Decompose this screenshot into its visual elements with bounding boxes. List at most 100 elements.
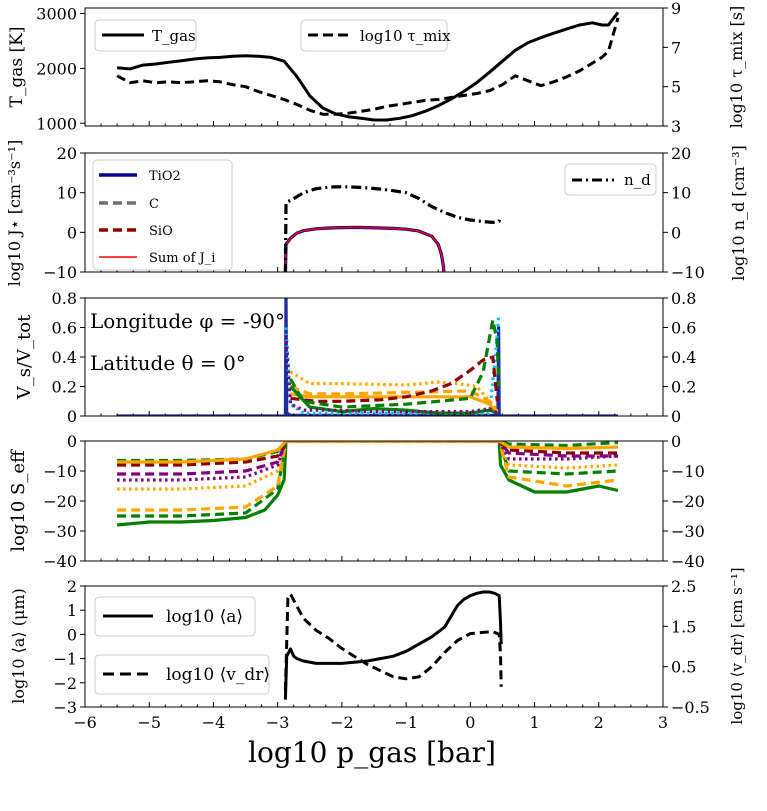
xtick-label-7: 1 bbox=[529, 713, 539, 732]
legend-label-sum: Sum of J_i bbox=[149, 251, 215, 266]
series-line-supersaturation-4 bbox=[117, 441, 619, 482]
series-line-nucleation-0 bbox=[283, 225, 446, 272]
series-line-supersaturation-2 bbox=[117, 441, 619, 512]
y2label-temperature: log10 τ_mix [s] bbox=[727, 6, 746, 128]
series-line-volume_fractions-6 bbox=[289, 318, 501, 409]
ytick-label-grain_size-0: −3 bbox=[53, 698, 77, 717]
annotation-longitude: Longitude φ = -90° bbox=[90, 309, 285, 333]
ytick-label-grain_size-5: 2 bbox=[67, 577, 77, 596]
series-line-grain_size-0 bbox=[283, 590, 503, 700]
ylabel-temperature: T_gas [K] bbox=[7, 27, 27, 108]
xtick-label-6: 0 bbox=[465, 713, 475, 732]
x-axis-label: log10 p_gas [bar] bbox=[248, 736, 496, 769]
xtick-label-8: 2 bbox=[594, 713, 604, 732]
y2tick-label-nucleation-2: 10 bbox=[671, 184, 691, 203]
series-line-temperature-1 bbox=[116, 17, 620, 116]
legend-label-c: C bbox=[149, 197, 159, 212]
legend-label-a: log10 ⟨a⟩ bbox=[166, 607, 243, 627]
xtick-label-9: 3 bbox=[658, 713, 668, 732]
panel-supersaturation: −40 −30 −20 −10 0 −40 −30 −20 −10 0 log10 S_eff bbox=[8, 432, 705, 571]
y2tick-label-supersaturation-1: −30 bbox=[671, 522, 705, 541]
ytick-label-nucleation-2: 10 bbox=[57, 184, 77, 203]
series-line-volume_fractions-3 bbox=[289, 370, 498, 410]
panel-grain-size: −3 −2 −1 0 1 2 −0.5 0.5 1.5 2.5 log10 ⟨a⟩ log10 ⟨… bbox=[9, 567, 746, 724]
series-line-supersaturation-1 bbox=[117, 441, 619, 518]
series-line-supersaturation-0 bbox=[116, 441, 619, 527]
y2tick-label-supersaturation-2: −20 bbox=[671, 492, 705, 511]
ytick-label-grain_size-1: −2 bbox=[53, 674, 77, 693]
ytick-label-volume_fractions-0: 0 bbox=[67, 407, 77, 426]
panel-frame bbox=[84, 440, 664, 562]
panel-nucleation: −10 0 10 20 −10 0 10 20 TiO2 C SiO Sum of J_i n… bbox=[5, 140, 748, 287]
ytick-label-supersaturation-1: −30 bbox=[43, 522, 77, 541]
series-line-temperature-0 bbox=[116, 11, 620, 122]
ytick-label-nucleation-1: 0 bbox=[67, 223, 77, 242]
ytick-label-temperature-2: 3000 bbox=[36, 4, 77, 23]
y2tick-label-grain_size-1: 0.5 bbox=[671, 658, 696, 677]
ylabel-nucleation: log10 J⋆ [cm⁻³s⁻¹] bbox=[5, 140, 24, 287]
y2tick-label-grain_size-3: 2.5 bbox=[671, 577, 696, 596]
series-line-supersaturation-6 bbox=[117, 441, 618, 467]
series-line-supersaturation-3 bbox=[117, 441, 619, 491]
series-line-supersaturation-5 bbox=[117, 441, 618, 476]
ylabel-grain-size: log10 ⟨a⟩ (μm) bbox=[9, 588, 28, 704]
y2tick-label-supersaturation-0: −40 bbox=[671, 552, 705, 571]
ylabel-volume-fractions: V_s/V_tot bbox=[14, 314, 35, 400]
xtick-label-5: −1 bbox=[394, 713, 418, 732]
y2tick-label-grain_size-2: 1.5 bbox=[671, 617, 696, 636]
ytick-label-grain_size-3: 0 bbox=[67, 625, 77, 644]
y2label-nucleation: log10 n_d [cm⁻³] bbox=[729, 145, 748, 281]
ytick-label-volume_fractions-1: 0.2 bbox=[52, 378, 77, 397]
xtick-label-0: −6 bbox=[73, 713, 97, 732]
xtick-label-3: −3 bbox=[266, 713, 290, 732]
y2tick-label-nucleation-0: −10 bbox=[671, 263, 705, 282]
panel-volume-fractions: 0 0.2 0.4 0.6 0.8 0 0.2 0.4 0.6 0.8 Longitude φ =… bbox=[14, 289, 696, 426]
ytick-label-grain_size-2: −1 bbox=[53, 650, 77, 669]
legend-temperature: T_gas log10 τ_mix bbox=[94, 19, 451, 52]
y2tick-label-nucleation-1: 0 bbox=[671, 223, 681, 242]
y2tick-label-volume_fractions-3: 0.6 bbox=[671, 319, 696, 338]
y2tick-label-supersaturation-3: −10 bbox=[671, 462, 705, 481]
y2tick-label-supersaturation-4: 0 bbox=[671, 432, 681, 451]
y2tick-label-volume_fractions-1: 0.2 bbox=[671, 378, 696, 397]
legend-nucleation: TiO2 C SiO Sum of J_i n_d bbox=[92, 159, 657, 271]
xtick-label-1: −5 bbox=[137, 713, 161, 732]
ytick-label-volume_fractions-4: 0.8 bbox=[52, 289, 77, 308]
ytick-label-nucleation-3: 20 bbox=[57, 144, 77, 163]
y2tick-label-temperature-2: 7 bbox=[671, 38, 681, 57]
legend-grain-size: log10 ⟨a⟩ log10 ⟨v_dr⟩ bbox=[94, 596, 270, 695]
y2tick-label-temperature-1: 5 bbox=[671, 78, 681, 97]
ytick-label-volume_fractions-2: 0.4 bbox=[52, 348, 77, 367]
ytick-label-nucleation-0: −10 bbox=[43, 263, 77, 282]
legend-label-tio2: TiO2 bbox=[149, 169, 181, 184]
legend-label-tgas: T_gas bbox=[152, 27, 196, 45]
series-line-grain_size-1 bbox=[283, 592, 503, 691]
panel-temperature: 1000 2000 3000 3 5 7 9 T_gas log10 τ_mix T_gas… bbox=[7, 0, 746, 136]
series-line-volume_fractions-8 bbox=[284, 334, 499, 415]
y2tick-label-nucleation-3: 20 bbox=[671, 144, 691, 163]
ytick-label-supersaturation-0: −40 bbox=[43, 552, 77, 571]
xtick-label-2: −4 bbox=[202, 713, 226, 732]
ytick-label-supersaturation-3: −10 bbox=[43, 462, 77, 481]
y2tick-label-volume_fractions-0: 0 bbox=[671, 407, 681, 426]
legend-label-taumix: log10 τ_mix bbox=[360, 27, 451, 45]
series-line-nucleation-2 bbox=[283, 185, 502, 272]
series-line-volume_fractions-5 bbox=[290, 355, 499, 403]
ytick-label-supersaturation-4: 0 bbox=[67, 432, 77, 451]
ytick-label-grain_size-4: 1 bbox=[67, 601, 77, 620]
series-line-volume_fractions-4 bbox=[289, 385, 499, 413]
ytick-label-supersaturation-2: −20 bbox=[43, 492, 77, 511]
series-line-nucleation-1 bbox=[284, 226, 445, 272]
ylabel-supersaturation: log10 S_eff bbox=[8, 449, 29, 552]
ytick-label-volume_fractions-3: 0.6 bbox=[52, 319, 77, 338]
y2tick-label-temperature-3: 9 bbox=[671, 0, 681, 18]
xtick-label-4: −2 bbox=[330, 713, 354, 732]
y2label-grain-size: log10 ⟨v_dr⟩ [cm s⁻¹] bbox=[728, 567, 746, 724]
y2tick-label-grain_size-0: −0.5 bbox=[671, 698, 710, 717]
ytick-label-temperature-0: 1000 bbox=[36, 114, 77, 133]
y2tick-label-volume_fractions-2: 0.4 bbox=[671, 348, 696, 367]
series-line-volume_fractions-0 bbox=[117, 298, 618, 416]
legend-label-vdr: log10 ⟨v_dr⟩ bbox=[166, 665, 270, 685]
annotation-latitude: Latitude θ = 0° bbox=[90, 351, 246, 375]
